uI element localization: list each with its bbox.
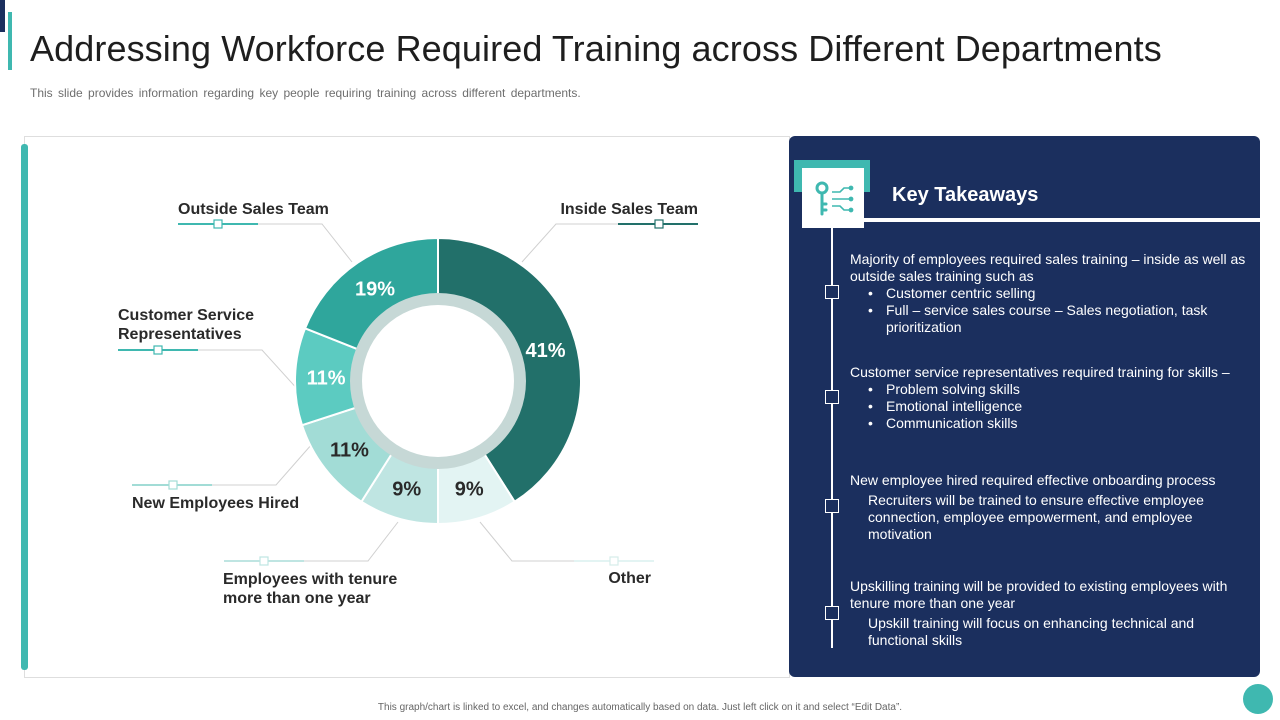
takeaway-1-bullet-1: Customer centric selling	[850, 285, 1252, 302]
leader-new-employees	[132, 443, 313, 486]
takeaway-4-text: Upskilling training will be provided to …	[850, 578, 1228, 611]
title-accent-dark	[0, 0, 5, 32]
key-icon	[815, 181, 854, 216]
leader-tenure	[224, 521, 399, 562]
slice-value-label-2: 9%	[455, 479, 484, 501]
category-label-tenure-line1: Employees with tenure	[223, 571, 397, 588]
takeaway-1-text: Majority of employees required sales tra…	[850, 251, 1246, 284]
slice-value-label-6: 19%	[355, 278, 395, 300]
takeaway-4-detail: Upskill training will focus on enhancing…	[868, 615, 1195, 648]
takeaway-2-bullet-1: Problem solving skills	[850, 381, 1252, 398]
key-takeaways-title-rule	[864, 218, 1260, 222]
category-label-customer-service: Customer Service Representatives	[118, 307, 254, 343]
takeaway-1-bullet-2: Full – service sales course – Sales nego…	[850, 302, 1252, 336]
key-takeaways-icon-box	[802, 168, 864, 228]
donut-inner-ring	[350, 293, 526, 469]
slide-title: Addressing Workforce Required Training a…	[30, 28, 1162, 69]
takeaway-marker-1	[825, 285, 839, 299]
title-accent-teal	[8, 12, 12, 70]
takeaway-marker-4	[825, 606, 839, 620]
takeaway-3-detail: Recruiters will be trained to ensure eff…	[868, 492, 1204, 542]
leader-customer-service	[118, 349, 301, 393]
takeaway-1: Majority of employees required sales tra…	[850, 251, 1252, 336]
category-label-other: Other	[608, 570, 651, 587]
footer-note: This graph/chart is linked to excel, and…	[377, 702, 903, 713]
category-label-customer-service-line1: Customer Service	[118, 307, 254, 324]
marker-other	[609, 556, 619, 566]
takeaway-marker-2	[825, 390, 839, 404]
marker-new-employees	[168, 480, 178, 490]
leader-outside-sales	[178, 223, 353, 263]
slice-percent-labels: 41% 9% 9% 11% 11% 19%	[307, 278, 566, 500]
marker-outside-sales	[213, 219, 223, 229]
chart-panel-accent	[21, 144, 28, 670]
takeaway-2-bullet-2: Emotional intelligence	[850, 398, 1252, 415]
leader-other	[479, 521, 654, 562]
slide-subtitle: This slide provides information regardin…	[30, 86, 581, 100]
slice-value-label-4: 11%	[330, 440, 369, 462]
takeaway-3: New employee hired required effective on…	[850, 472, 1252, 543]
label-markers	[153, 219, 664, 566]
category-label-new-employees: New Employees Hired	[132, 495, 299, 512]
takeaway-2-text: Customer service representatives require…	[850, 364, 1230, 380]
category-label-inside-sales: Inside Sales Team	[560, 201, 698, 218]
slice-value-label-1: 41%	[526, 340, 566, 362]
category-label-tenure: Employees with tenure more than one year	[223, 571, 397, 607]
corner-decoration	[1243, 684, 1273, 714]
marker-tenure	[259, 556, 269, 566]
leader-inside-sales	[521, 223, 698, 263]
donut-hole	[364, 307, 512, 455]
takeaway-3-text: New employee hired required effective on…	[850, 472, 1216, 488]
category-label-tenure-line2: more than one year	[223, 590, 371, 607]
slice-value-label-3: 9%	[392, 479, 421, 501]
key-takeaways-title: Key Takeaways	[892, 184, 1039, 206]
takeaway-2-bullet-3: Communication skills	[850, 415, 1252, 432]
takeaway-4: Upskilling training will be provided to …	[850, 578, 1252, 649]
takeaway-2: Customer service representatives require…	[850, 364, 1252, 432]
marker-customer-service	[153, 345, 163, 355]
category-label-outside-sales: Outside Sales Team	[178, 201, 329, 218]
takeaway-marker-3	[825, 499, 839, 513]
takeaways-timeline	[831, 228, 833, 648]
category-label-customer-service-line2: Representatives	[118, 326, 242, 343]
slice-value-label-5: 11%	[307, 367, 346, 389]
marker-inside-sales	[654, 219, 664, 229]
